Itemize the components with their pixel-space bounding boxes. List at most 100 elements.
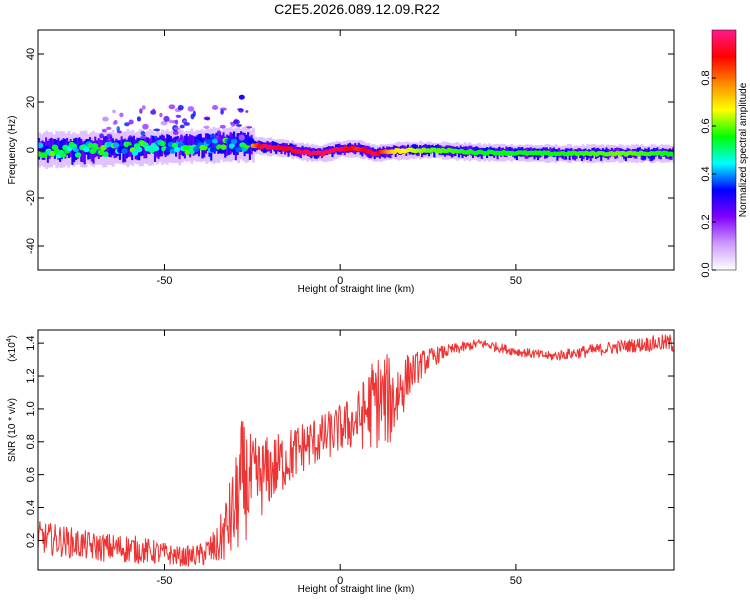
heatmap-band-cell <box>220 135 223 153</box>
heatmap-speckle <box>177 104 184 111</box>
y-tick-label: 0.4 <box>25 500 37 515</box>
heatmap-speckle <box>160 120 168 126</box>
heatmap-speckle <box>187 105 195 112</box>
heatmap-speckle <box>116 130 122 134</box>
heatmap-speckle <box>140 130 146 136</box>
heatmap-speckle <box>238 94 245 100</box>
heatmap-speckle <box>139 135 147 139</box>
heatmap-band-cell <box>81 141 85 163</box>
heatmap-ridge-blob <box>121 148 128 154</box>
heatmap-speckle <box>205 116 211 121</box>
y-tick-label: -20 <box>25 190 37 206</box>
heatmap-speckle <box>229 121 234 125</box>
x-tick-label: -50 <box>157 275 173 287</box>
spectrogram-heatmap <box>38 94 674 170</box>
heatmap-ridge-blob <box>235 146 242 153</box>
heatmap-band-cell <box>108 140 111 158</box>
heatmap-ridge-blob <box>38 142 44 149</box>
heatmap-speckle <box>216 136 221 142</box>
spectrogram-panel: -50 0 50 -40 -20 0 20 40 Height of straight lin… <box>7 29 675 295</box>
heatmap-speckle <box>153 135 158 141</box>
snr-x-label: Height of straight line (km) <box>298 584 415 595</box>
snr-axes: -50 0 50 0.2 0.4 0.6 0.8 1.0 1.2 1.4 <box>25 330 674 587</box>
snr-series-line <box>38 334 674 567</box>
heatmap-band-cell <box>301 145 304 154</box>
heatmap-speckle <box>212 105 219 110</box>
heatmap-speckle <box>116 126 121 132</box>
heatmap-speckle <box>106 133 113 140</box>
heatmap-speckle <box>159 112 163 118</box>
y-tick-label: 0.8 <box>25 434 37 449</box>
heatmap-band-cell <box>139 137 143 157</box>
colorbar-label: Normalized spectral amplitude <box>738 82 749 217</box>
colorbar-tick-label: 0.4 <box>700 166 712 181</box>
heatmap-band-cell <box>83 140 86 165</box>
y-tick-label: 0 <box>25 147 37 153</box>
chart-title: C2E5.2026.089.12.09.R22 <box>274 1 440 17</box>
colorbar-tick-label: 0.0 <box>700 262 712 277</box>
heatmap-band-cell <box>248 136 251 160</box>
heatmap-band-cell <box>672 147 674 157</box>
heatmap-ridge-blob <box>247 137 255 144</box>
heatmap-band-cell <box>80 138 83 162</box>
heatmap-ridge-blob <box>131 150 139 156</box>
heatmap-band-cell <box>190 135 193 153</box>
x-tick-label: 50 <box>510 575 522 587</box>
heatmap-band-cell <box>392 145 396 154</box>
colorbar-tick-label: 0.8 <box>700 70 712 85</box>
heatmap-band-cell <box>498 146 501 155</box>
heatmap-band-cell <box>38 137 41 160</box>
heatmap-band-cell <box>185 133 188 150</box>
heatmap-band-cell <box>287 145 290 157</box>
heatmap-speckle <box>153 128 161 132</box>
heatmap-speckle <box>179 134 184 140</box>
heatmap-speckle <box>219 124 226 129</box>
heatmap-speckle <box>192 110 196 117</box>
heatmap-speckle <box>128 119 134 125</box>
heatmap-ridge-blob <box>209 146 217 153</box>
heatmap-band-cell <box>71 141 74 165</box>
spectrogram-y-label: Frequency (Hz) <box>7 116 18 185</box>
heatmap-speckle <box>235 124 243 127</box>
heatmap-speckle <box>128 135 133 141</box>
heatmap-band-cell <box>166 134 169 154</box>
snr-y-label: SNR (10 * v/v) <box>7 398 18 462</box>
heatmap-band-cell <box>227 135 230 155</box>
heatmap-speckle <box>196 135 203 140</box>
heatmap-speckle <box>124 122 130 127</box>
heatmap-speckle <box>102 116 109 122</box>
heatmap-ridge-blob <box>41 152 48 158</box>
heatmap-ridge-blob <box>205 138 212 145</box>
snr-y-multiplier: (x104) <box>6 335 18 362</box>
heatmap-speckle <box>173 127 180 130</box>
heatmap-speckle <box>168 119 173 124</box>
heatmap-band-cell <box>218 134 222 154</box>
x-tick-label: 0 <box>337 275 343 287</box>
snr-frame <box>37 329 675 571</box>
heatmap-speckle <box>216 130 222 137</box>
heatmap-ridge-blob <box>83 146 90 153</box>
colorbar-ticks: 0.0 0.2 0.4 0.6 0.8 <box>700 70 716 278</box>
heatmap-ridge-blob <box>171 142 179 149</box>
colorbar-gradient <box>711 29 737 271</box>
heatmap-ridge-blob <box>135 146 143 153</box>
heatmap-speckle <box>203 125 210 129</box>
heatmap-band-cell <box>132 135 135 154</box>
x-tick-label: -50 <box>157 575 173 587</box>
heatmap-ridge-blob <box>108 148 115 154</box>
colorbar-tick-label: 0.6 <box>700 118 712 133</box>
heatmap-speckle <box>179 124 185 129</box>
heatmap-speckle <box>232 119 240 125</box>
heatmap-band-cell <box>117 140 120 156</box>
colorbar-tick-label: 0.2 <box>700 214 712 229</box>
heatmap-ridge-blob <box>112 142 120 148</box>
heatmap-speckle <box>136 116 142 122</box>
heatmap-speckle <box>238 108 244 113</box>
y-tick-label: -40 <box>25 238 37 254</box>
snr-panel: -50 0 50 0.2 0.4 0.6 0.8 1.0 1.2 1.4 Height of st… <box>6 329 675 595</box>
heatmap-ridge-blob <box>159 140 166 147</box>
heatmap-band-cell <box>103 136 106 153</box>
heatmap-band-cell <box>50 137 53 157</box>
heatmap-ridge-blob <box>228 143 236 149</box>
